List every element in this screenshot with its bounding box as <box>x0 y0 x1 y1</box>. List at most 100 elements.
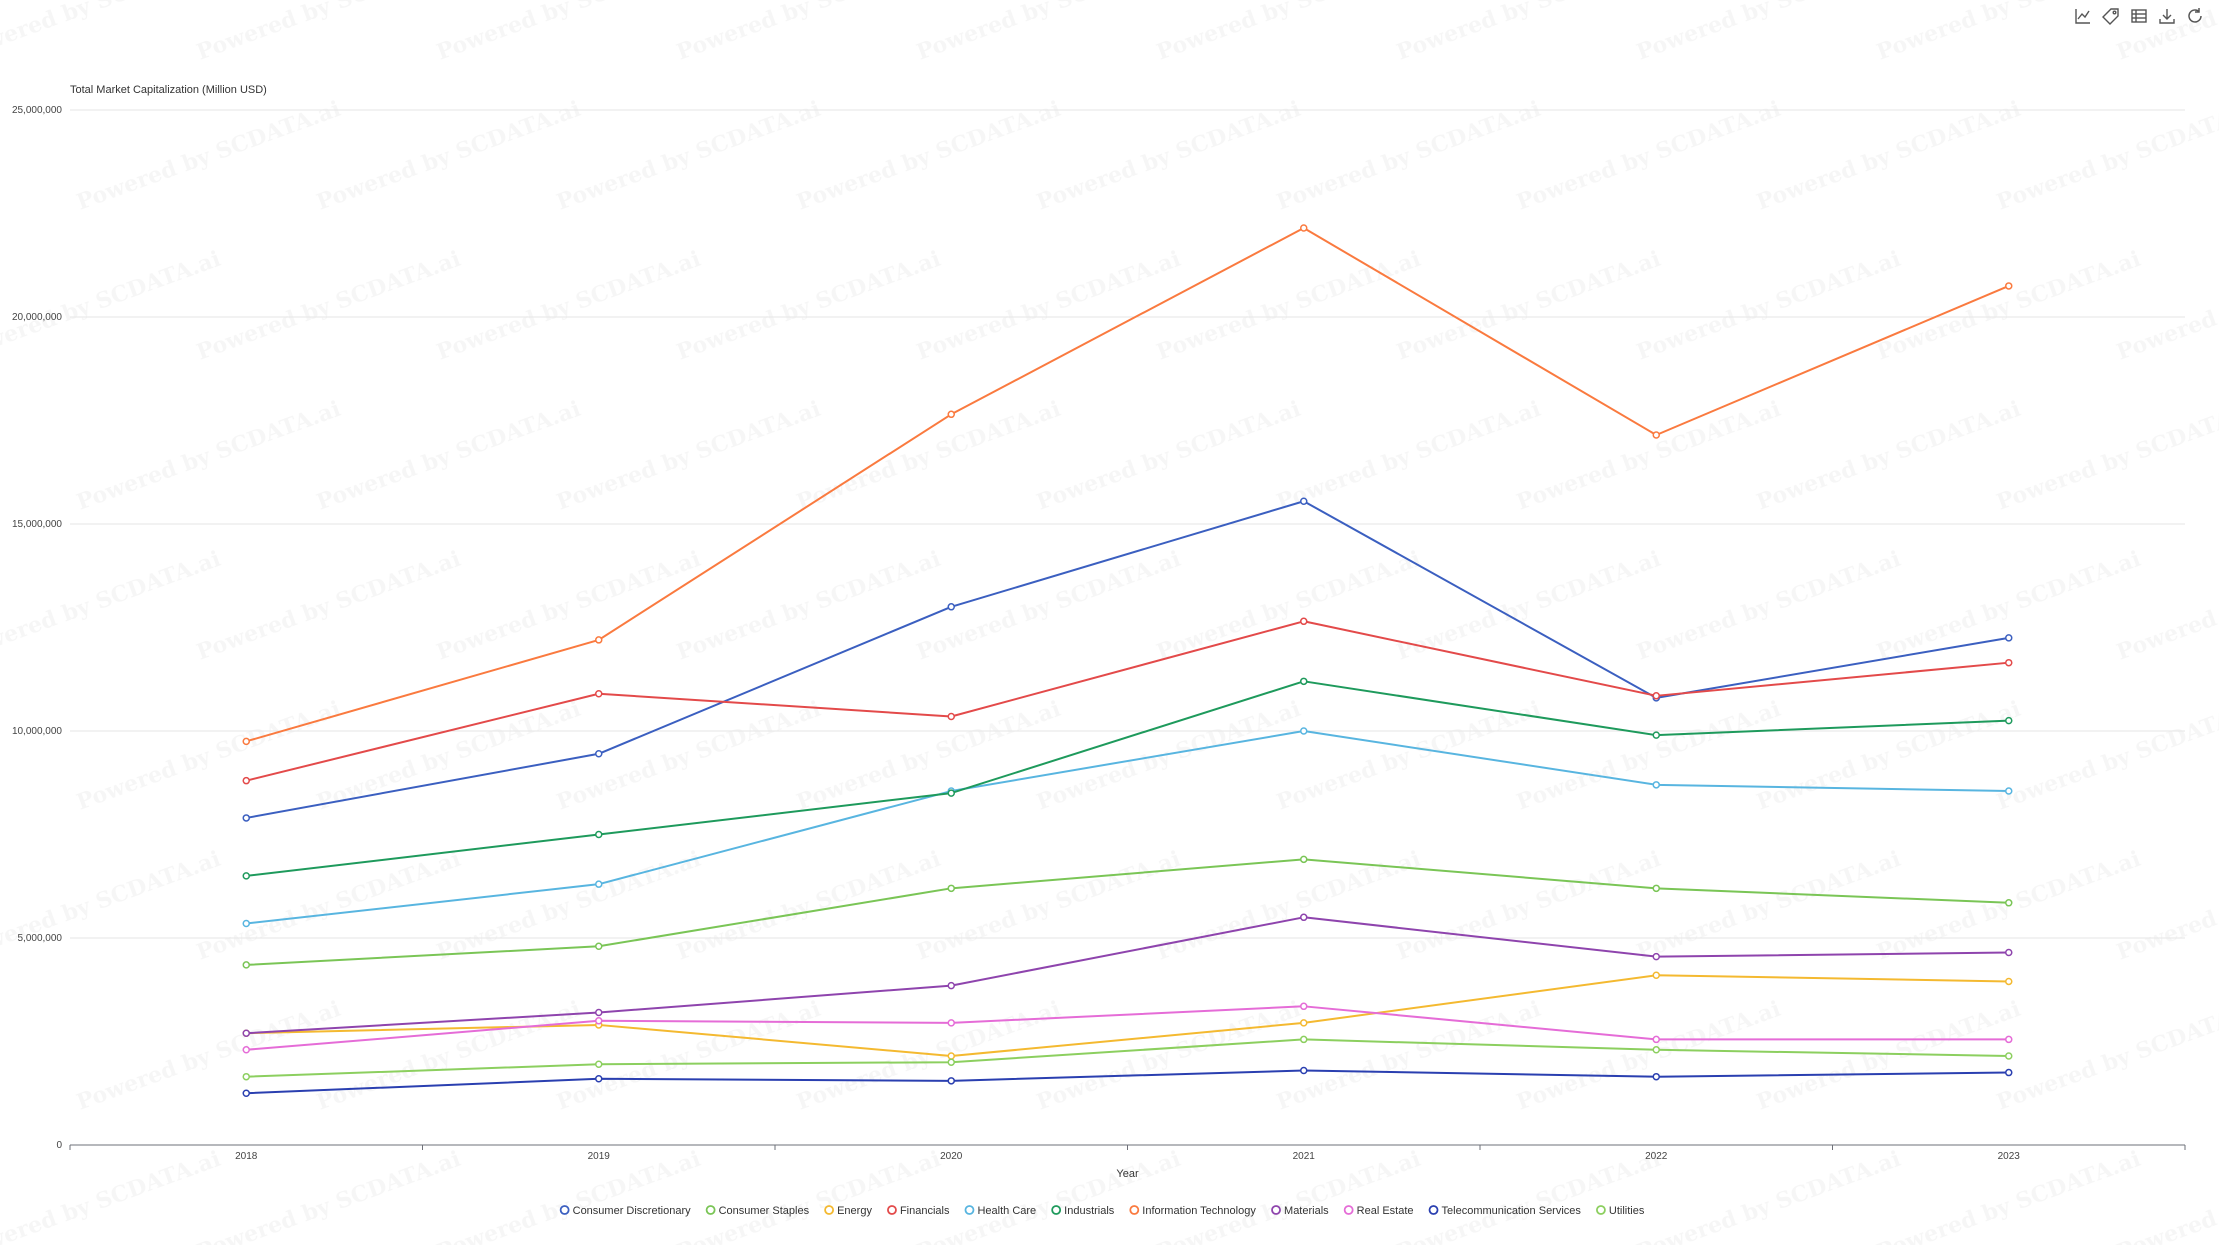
data-point[interactable] <box>947 1052 955 1060</box>
data-point[interactable] <box>1652 431 1660 439</box>
data-point[interactable] <box>2005 977 2013 986</box>
data-point[interactable] <box>595 880 603 888</box>
data-point[interactable] <box>1300 617 1308 626</box>
legend-item[interactable]: Telecommunication Services <box>1428 1205 1582 1217</box>
legend-item[interactable]: Industrials <box>1051 1205 1115 1217</box>
watermark-text: Powered by SCDATA.ai <box>1993 996 2219 1116</box>
chart-legend: Consumer Discretionary Consumer Staples En… <box>559 1205 1645 1217</box>
data-point[interactable] <box>242 814 250 822</box>
data-point[interactable] <box>1300 677 1308 686</box>
data-point[interactable] <box>1300 913 1308 922</box>
data-point[interactable] <box>242 1072 250 1081</box>
data-point[interactable] <box>2005 658 2013 667</box>
legend-item[interactable]: Materials <box>1271 1205 1329 1217</box>
data-point[interactable] <box>1300 497 1308 505</box>
watermark-text: Powered by SCDATA.ai <box>1993 696 2219 816</box>
data-point[interactable] <box>595 1008 603 1017</box>
data-point[interactable] <box>2005 1068 2013 1077</box>
data-point[interactable] <box>242 776 250 785</box>
data-point[interactable] <box>947 410 955 419</box>
data-point[interactable] <box>947 1058 955 1066</box>
data-point[interactable] <box>1300 224 1308 232</box>
line-chart-icon[interactable] <box>2071 4 2095 28</box>
watermark-text: Powered by SCDATA.ai <box>1513 996 1784 1116</box>
legend-item[interactable]: Real Estate <box>1343 1205 1414 1217</box>
data-point[interactable] <box>2005 1035 2013 1044</box>
table-icon[interactable] <box>2127 4 2151 28</box>
watermark-text: Powered by SCDATA.ai <box>1753 696 2024 816</box>
data-point[interactable] <box>1652 971 1660 980</box>
data-point[interactable] <box>947 884 955 893</box>
watermark-text: Powered by SCDATA.ai <box>793 96 1064 216</box>
data-point[interactable] <box>1652 952 1660 961</box>
legend-item[interactable]: Utilities <box>1596 1205 1645 1217</box>
watermark-text: Powered by SCDATA.ai <box>1873 546 2144 666</box>
data-point[interactable] <box>242 1046 250 1054</box>
data-point[interactable] <box>947 981 955 990</box>
data-point[interactable] <box>1652 1046 1660 1054</box>
data-point[interactable] <box>2005 282 2013 290</box>
data-point[interactable] <box>1652 692 1660 700</box>
data-point[interactable] <box>595 1017 603 1025</box>
data-point[interactable] <box>1300 1019 1308 1027</box>
y-tick-label: 10,000,000 <box>12 726 62 737</box>
data-point[interactable] <box>947 603 955 611</box>
data-point[interactable] <box>1300 1035 1308 1044</box>
data-point[interactable] <box>242 737 250 746</box>
legend-item[interactable]: Energy <box>824 1205 872 1217</box>
data-point[interactable] <box>595 1075 603 1083</box>
data-point[interactable] <box>242 1089 250 1097</box>
data-point[interactable] <box>1652 884 1660 893</box>
legend-item[interactable]: Financials <box>887 1205 950 1217</box>
data-point[interactable] <box>1652 1035 1660 1044</box>
data-point[interactable] <box>242 919 250 928</box>
legend-item[interactable]: Consumer Staples <box>705 1205 810 1217</box>
data-point[interactable] <box>947 789 955 797</box>
tag-icon[interactable] <box>2099 4 2123 28</box>
data-point[interactable] <box>2005 899 2013 907</box>
data-point[interactable] <box>2005 1052 2013 1060</box>
data-point[interactable] <box>947 1019 955 1027</box>
refresh-icon[interactable] <box>2183 4 2207 28</box>
data-point[interactable] <box>595 1060 603 1069</box>
legend-label: Health Care <box>977 1205 1036 1217</box>
watermark-text: Powered by SCDATA.ai <box>1393 246 1664 366</box>
legend-marker <box>1428 1205 1439 1215</box>
legend-item[interactable]: Health Care <box>964 1205 1036 1217</box>
watermark-text: Powered by SCDATA.ai <box>1873 0 2144 66</box>
data-point[interactable] <box>2005 634 2013 642</box>
data-point[interactable] <box>242 872 250 880</box>
data-point[interactable] <box>1300 1066 1308 1075</box>
data-point[interactable] <box>2005 716 2013 725</box>
watermark-text: Powered by SCDATA.ai <box>1153 546 1424 666</box>
watermark-text: Powered by SCDATA.ai <box>1273 696 1544 816</box>
watermark-text: Powered by SCDATA.ai <box>1633 846 1904 966</box>
data-point[interactable] <box>595 750 603 758</box>
data-point[interactable] <box>1300 1002 1308 1011</box>
watermark-text: Powered by SCDATA.ai <box>1393 1146 1664 1245</box>
data-point[interactable] <box>1300 855 1308 864</box>
x-tick-label: 2023 <box>1998 1151 2021 1162</box>
data-point[interactable] <box>242 961 250 969</box>
data-point[interactable] <box>2005 787 2013 795</box>
data-point[interactable] <box>2005 948 2013 957</box>
data-point[interactable] <box>1300 727 1308 735</box>
legend-item[interactable]: Information Technology <box>1129 1205 1256 1217</box>
download-icon[interactable] <box>2155 4 2179 28</box>
watermark-text: Powered by SCDATA.ai <box>1393 846 1664 966</box>
data-point[interactable] <box>947 1077 955 1085</box>
data-point[interactable] <box>1652 1072 1660 1081</box>
data-point[interactable] <box>1652 781 1660 789</box>
data-point[interactable] <box>595 830 603 839</box>
watermark-text: Powered by SCDATA.ai <box>913 0 1184 66</box>
data-point[interactable] <box>1652 731 1660 739</box>
data-point[interactable] <box>947 712 955 721</box>
data-point[interactable] <box>595 942 603 951</box>
data-point[interactable] <box>595 636 603 644</box>
watermark-text: Powered by SCDATA.ai <box>433 0 704 66</box>
data-point[interactable] <box>242 1029 250 1037</box>
legend-item[interactable]: Consumer Discretionary <box>559 1205 691 1217</box>
watermark-text: Powered by SCDATA.ai <box>1033 96 1304 216</box>
data-point[interactable] <box>595 689 603 698</box>
